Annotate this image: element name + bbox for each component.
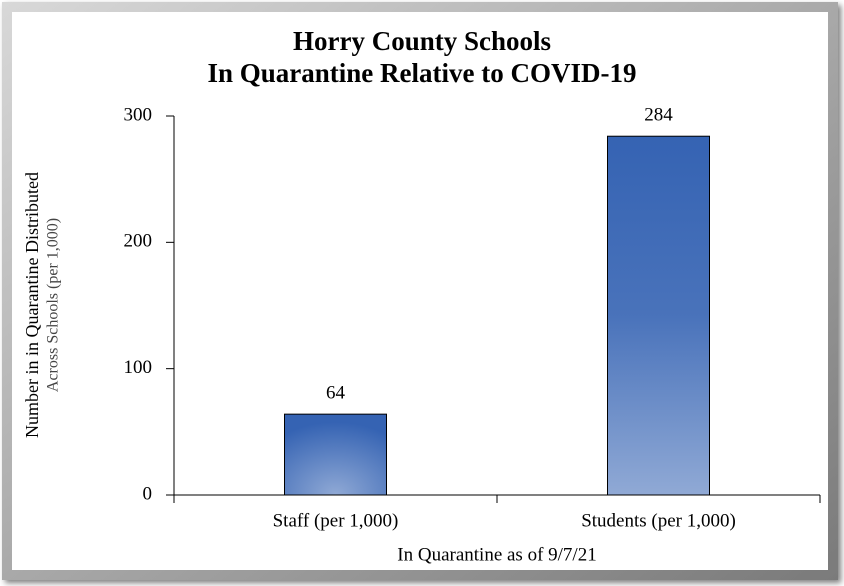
y-tick-label: 0: [143, 483, 153, 504]
x-axis-title: In Quarantine as of 9/7/21: [397, 544, 596, 565]
x-tick-label: Students (per 1,000): [581, 510, 736, 531]
x-tick-label: Staff (per 1,000): [273, 510, 399, 531]
chart-title: Horry County Schools: [293, 26, 551, 56]
y-tick-label: 200: [124, 231, 153, 252]
y-axis-title: Number in in Quarantine Distributed: [22, 172, 42, 438]
bar: [607, 135, 710, 496]
bar: [284, 413, 387, 496]
y-tick-label: 100: [124, 357, 153, 378]
data-label: 284: [644, 105, 673, 126]
chart-title: In Quarantine Relative to COVID-19: [208, 58, 637, 88]
y-axis-title: Across Schools (per 1,000): [45, 218, 62, 392]
data-label: 64: [326, 383, 346, 404]
y-tick-label: 300: [124, 104, 153, 125]
